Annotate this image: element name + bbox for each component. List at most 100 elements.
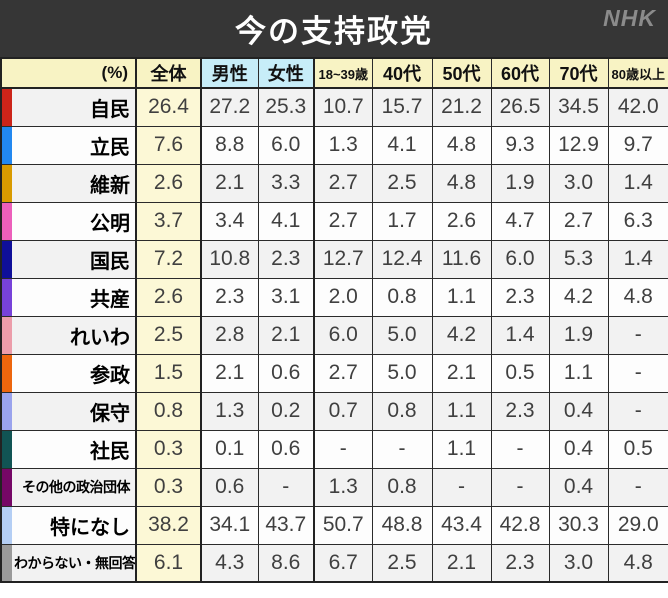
value-cell: -: [607, 467, 668, 507]
value-cell: 1.9: [490, 163, 550, 203]
value-cell: 7.6: [135, 125, 202, 165]
party-color-bar: [2, 279, 12, 315]
value-cell: 2.3: [490, 391, 550, 431]
party-row: 立民 7.6 8.8 6.0 1.3 4.1 4.8 9.3 12.9 9.7: [0, 125, 668, 165]
column-header-50代: 50代: [431, 57, 492, 89]
value-cell: 3.4: [200, 201, 259, 241]
party-label-cell: れいわ: [0, 315, 137, 355]
value-cell: 3.0: [548, 163, 609, 203]
value-cell: 0.5: [490, 353, 550, 393]
party-row: 自民 26.4 27.2 25.3 10.7 15.7 21.2 26.5 34.5 42.0: [0, 87, 668, 127]
party-color-bar: [2, 355, 12, 391]
value-cell: 6.0: [490, 239, 550, 279]
value-cell: 0.5: [607, 429, 668, 469]
party-label: わからない・無回答: [14, 554, 136, 571]
value-cell: 38.2: [135, 505, 202, 545]
value-cell: 1.7: [371, 201, 433, 241]
party-color-bar: [2, 127, 12, 163]
value-cell: 26.5: [490, 87, 550, 127]
party-color-bar: [2, 431, 12, 467]
value-cell: 0.6: [257, 429, 315, 469]
party-label: 維新: [90, 174, 130, 197]
column-header-80歳以上: 80歳以上: [607, 57, 668, 89]
value-cell: 2.3: [257, 239, 315, 279]
value-cell: 2.1: [431, 543, 492, 583]
party-color-bar: [2, 545, 12, 581]
table-header: (%) 全体 男性 女性 18~39歳 40代 50代 60代 70代 80歳以上: [0, 57, 668, 89]
value-cell: 26.4: [135, 87, 202, 127]
column-header-全体: 全体: [135, 57, 202, 89]
party-row: 特になし 38.2 34.1 43.7 50.7 48.8 43.4 42.8 30.3 29.0: [0, 505, 668, 545]
party-row: 共産 2.6 2.3 3.1 2.0 0.8 1.1 2.3 4.2 4.8: [0, 277, 668, 317]
value-cell: 2.7: [313, 201, 373, 241]
table-body: 自民 26.4 27.2 25.3 10.7 15.7 21.2 26.5 34.5 42.0 立民…: [0, 87, 668, 583]
value-cell: 10.7: [313, 87, 373, 127]
value-cell: 3.1: [257, 277, 315, 317]
value-cell: 1.1: [431, 391, 492, 431]
column-header-女性: 女性: [257, 57, 315, 89]
party-label-cell: その他の政治団体: [0, 467, 137, 507]
value-cell: 5.0: [371, 353, 433, 393]
value-cell: 27.2: [200, 87, 259, 127]
party-row: 参政 1.5 2.1 0.6 2.7 5.0 2.1 0.5 1.1-: [0, 353, 668, 393]
value-cell: 43.4: [431, 505, 492, 545]
party-row: 国民 7.2 10.8 2.3 12.7 12.4 11.6 6.0 5.3 1.4: [0, 239, 668, 279]
value-cell: 4.7: [490, 201, 550, 241]
value-cell: 30.3: [548, 505, 609, 545]
party-row: 維新 2.6 2.1 3.3 2.7 2.5 4.8 1.9 3.0 1.4: [0, 163, 668, 203]
party-label: 国民: [90, 250, 130, 273]
column-header-男性: 男性: [200, 57, 259, 89]
party-row: 公明 3.7 3.4 4.1 2.7 1.7 2.6 4.7 2.7 6.3: [0, 201, 668, 241]
value-cell: 4.8: [607, 543, 668, 583]
party-color-bar: [2, 165, 12, 201]
value-cell: 2.7: [313, 353, 373, 393]
value-cell: 6.7: [313, 543, 373, 583]
value-cell: 7.2: [135, 239, 202, 279]
party-label: 共産: [90, 288, 130, 311]
value-cell: 2.7: [548, 201, 609, 241]
value-cell: 2.5: [371, 543, 433, 583]
value-cell: 2.3: [490, 543, 550, 583]
value-cell: 0.6: [257, 353, 315, 393]
value-cell: 0.2: [257, 391, 315, 431]
value-cell: 4.1: [371, 125, 433, 165]
value-cell: 9.7: [607, 125, 668, 165]
value-cell: 42.8: [490, 505, 550, 545]
party-label-cell: 社民: [0, 429, 137, 469]
value-cell: 11.6: [431, 239, 492, 279]
party-color-bar: [2, 203, 12, 239]
value-cell: 34.1: [200, 505, 259, 545]
value-cell: 4.8: [607, 277, 668, 317]
value-cell: 43.7: [257, 505, 315, 545]
value-cell: 2.7: [313, 163, 373, 203]
value-cell: -: [490, 467, 550, 507]
party-label-cell: 保守: [0, 391, 137, 431]
value-cell: 0.4: [548, 429, 609, 469]
value-cell: 6.1: [135, 543, 202, 583]
value-cell: 12.7: [313, 239, 373, 279]
value-cell: 2.6: [431, 201, 492, 241]
value-cell: 4.2: [548, 277, 609, 317]
party-label: 参政: [90, 364, 130, 387]
party-color-bar: [2, 507, 12, 543]
column-header-percent: (%): [0, 57, 137, 89]
value-cell: 4.8: [431, 163, 492, 203]
value-cell: 6.3: [607, 201, 668, 241]
party-color-bar: [2, 393, 12, 429]
value-cell: 4.1: [257, 201, 315, 241]
party-color-bar: [2, 469, 12, 505]
value-cell: 34.5: [548, 87, 609, 127]
value-cell: 0.1: [200, 429, 259, 469]
party-row: その他の政治団体 0.3 0.6-1.3 0.8- -0.4-: [0, 467, 668, 507]
party-label-cell: 参政: [0, 353, 137, 393]
value-cell: -: [257, 467, 315, 507]
value-cell: 2.1: [257, 315, 315, 355]
value-cell: 1.1: [431, 277, 492, 317]
party-label-cell: 共産: [0, 277, 137, 317]
value-cell: 0.8: [371, 277, 433, 317]
party-label: れいわ: [70, 326, 130, 349]
value-cell: 1.1: [548, 353, 609, 393]
value-cell: 0.7: [313, 391, 373, 431]
value-cell: -: [607, 315, 668, 355]
value-cell: 3.7: [135, 201, 202, 241]
